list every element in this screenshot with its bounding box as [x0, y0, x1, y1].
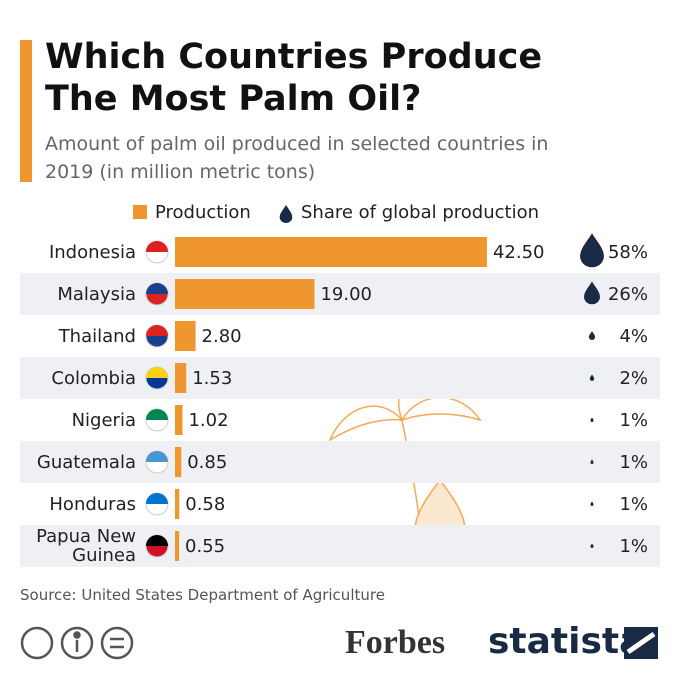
- bar: [175, 321, 196, 351]
- share-drop: [589, 374, 595, 381]
- share-label: 58%: [608, 242, 648, 263]
- chart-title: Which Countries Produce The Most Palm Oi…: [45, 37, 543, 119]
- bar: [175, 447, 182, 477]
- value-label: 0.85: [187, 452, 227, 473]
- share-label: 1%: [619, 494, 648, 515]
- category-label: Indonesia: [48, 241, 136, 263]
- flag: [146, 409, 168, 420]
- share-label: 26%: [608, 284, 648, 305]
- share-drop: [588, 331, 596, 341]
- share-drop: [584, 281, 600, 305]
- legend-swatch: [133, 205, 147, 219]
- share-drop: [590, 459, 594, 465]
- flag: [146, 283, 168, 294]
- value-label: 2.80: [202, 326, 242, 347]
- row-background: [20, 357, 660, 399]
- share-drop: [590, 417, 594, 423]
- cc-icons: [20, 626, 134, 660]
- flag: [146, 325, 168, 336]
- share-label: 1%: [619, 452, 648, 473]
- row-background: [20, 273, 660, 315]
- share-drop: [580, 233, 604, 268]
- row-background: [20, 525, 660, 567]
- category-label: Papua New Guinea: [36, 526, 136, 566]
- flag: [146, 367, 168, 378]
- value-label: 19.00: [320, 284, 372, 305]
- category-label: Nigeria: [71, 409, 136, 431]
- share-label: 1%: [619, 536, 648, 557]
- source: Source: United States Department of Agri…: [20, 586, 385, 604]
- share-drop: [590, 543, 594, 549]
- share-label: 4%: [619, 326, 648, 347]
- value-label: 42.50: [493, 242, 545, 263]
- legend-label: Production: [155, 202, 251, 223]
- row-background: [20, 441, 660, 483]
- flag: [146, 241, 168, 252]
- forbes-logo: Forbes: [345, 624, 445, 661]
- flag: [146, 451, 168, 462]
- statista-mark: [624, 627, 658, 659]
- chart-subtitle: Amount of palm oil produced in selected …: [45, 133, 549, 183]
- accent-bar: [20, 40, 32, 182]
- share-label: 2%: [619, 368, 648, 389]
- share-label: 1%: [619, 410, 648, 431]
- value-label: 0.58: [185, 494, 225, 515]
- legend-label: Share of global production: [301, 202, 539, 223]
- category-label: Malaysia: [57, 283, 136, 305]
- value-label: 1.02: [188, 410, 228, 431]
- bar: [175, 405, 183, 435]
- category-label: Colombia: [51, 367, 136, 389]
- flag: [146, 493, 168, 504]
- value-label: 0.55: [185, 536, 225, 557]
- category-label: Thailand: [58, 325, 136, 347]
- flag: [146, 535, 168, 546]
- bar: [175, 489, 180, 519]
- legend: Production Share of global production: [133, 202, 539, 223]
- category-label: Honduras: [49, 493, 136, 515]
- bar: [175, 531, 180, 561]
- bar: [175, 363, 187, 393]
- legend-swatch: [279, 205, 293, 223]
- category-label: Guatemala: [36, 451, 136, 473]
- bar: [175, 237, 487, 267]
- share-drop: [590, 501, 594, 507]
- bar: [175, 279, 315, 309]
- statista-logo: statista: [488, 621, 643, 662]
- value-label: 1.53: [192, 368, 232, 389]
